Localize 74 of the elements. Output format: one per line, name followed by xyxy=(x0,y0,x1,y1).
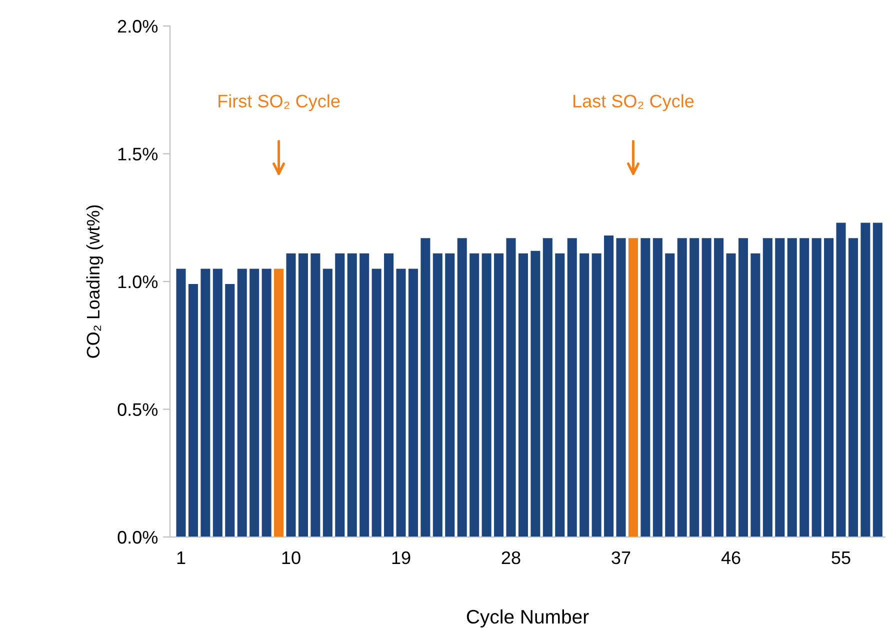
x-axis-title: Cycle Number xyxy=(466,609,589,628)
bar xyxy=(592,253,602,537)
bar xyxy=(787,238,797,537)
bar xyxy=(542,238,552,537)
bar xyxy=(445,253,455,537)
bar xyxy=(530,250,540,537)
bar xyxy=(702,238,712,537)
x-tick-label: 46 xyxy=(721,551,740,564)
bar xyxy=(212,268,222,537)
bar xyxy=(432,253,442,537)
bar xyxy=(360,253,370,537)
annotation: First SO₂ Cycle xyxy=(218,94,340,112)
bar xyxy=(580,253,590,537)
x-tick-label: 1 xyxy=(177,552,186,564)
x-tick-label: 10 xyxy=(282,551,300,564)
bar xyxy=(750,253,760,537)
y-tick-label: 0.5% xyxy=(118,403,158,416)
bar xyxy=(200,268,210,537)
bar xyxy=(274,268,284,537)
bar xyxy=(836,222,846,537)
bar xyxy=(470,253,480,537)
bar xyxy=(555,253,565,537)
bar xyxy=(335,253,345,537)
y-tick-label: 1.5% xyxy=(118,148,158,160)
bar xyxy=(506,238,516,537)
bar xyxy=(652,238,662,537)
bar xyxy=(420,238,430,537)
bar xyxy=(286,253,296,537)
bar xyxy=(262,268,272,537)
bar xyxy=(812,238,822,537)
x-tick-label: 37 xyxy=(612,551,630,564)
bar xyxy=(347,253,357,537)
bar xyxy=(457,238,467,537)
bar xyxy=(824,238,834,537)
x-tick-label: 28 xyxy=(502,551,520,564)
bar xyxy=(518,253,528,537)
bar xyxy=(640,238,650,537)
bar xyxy=(567,238,577,537)
bar xyxy=(726,253,736,537)
y-tick-label: 1.0% xyxy=(118,275,158,288)
bar xyxy=(762,238,772,537)
bar xyxy=(872,222,882,537)
bar xyxy=(494,253,504,537)
bar xyxy=(384,253,394,537)
bar xyxy=(188,284,198,537)
bar xyxy=(225,284,235,537)
bar xyxy=(665,253,675,537)
bar xyxy=(322,268,332,537)
bar xyxy=(408,268,418,537)
x-tick-label: 55 xyxy=(832,552,850,564)
bar xyxy=(372,268,382,537)
bar xyxy=(690,238,700,537)
bar xyxy=(714,238,724,537)
y-tick-label: 0.0% xyxy=(118,530,158,544)
bar xyxy=(628,238,638,537)
bar xyxy=(310,253,320,537)
bar xyxy=(848,238,858,537)
bar xyxy=(482,253,492,537)
bar xyxy=(250,268,260,537)
annotation: Last SO₂ Cycle xyxy=(574,94,694,112)
bar xyxy=(738,238,748,537)
y-tick-label: 2.0% xyxy=(118,20,158,33)
bar xyxy=(800,238,810,537)
y-axis-title: CO₂ Loading (wt%) xyxy=(86,205,104,358)
bar xyxy=(604,236,614,537)
bar xyxy=(396,268,406,537)
bar xyxy=(616,238,626,537)
bar xyxy=(298,253,308,537)
bar xyxy=(860,222,870,537)
x-tick-label: 19 xyxy=(392,551,410,564)
bar xyxy=(176,268,186,537)
bar xyxy=(237,268,247,537)
bar xyxy=(775,238,785,537)
bar xyxy=(677,238,687,537)
